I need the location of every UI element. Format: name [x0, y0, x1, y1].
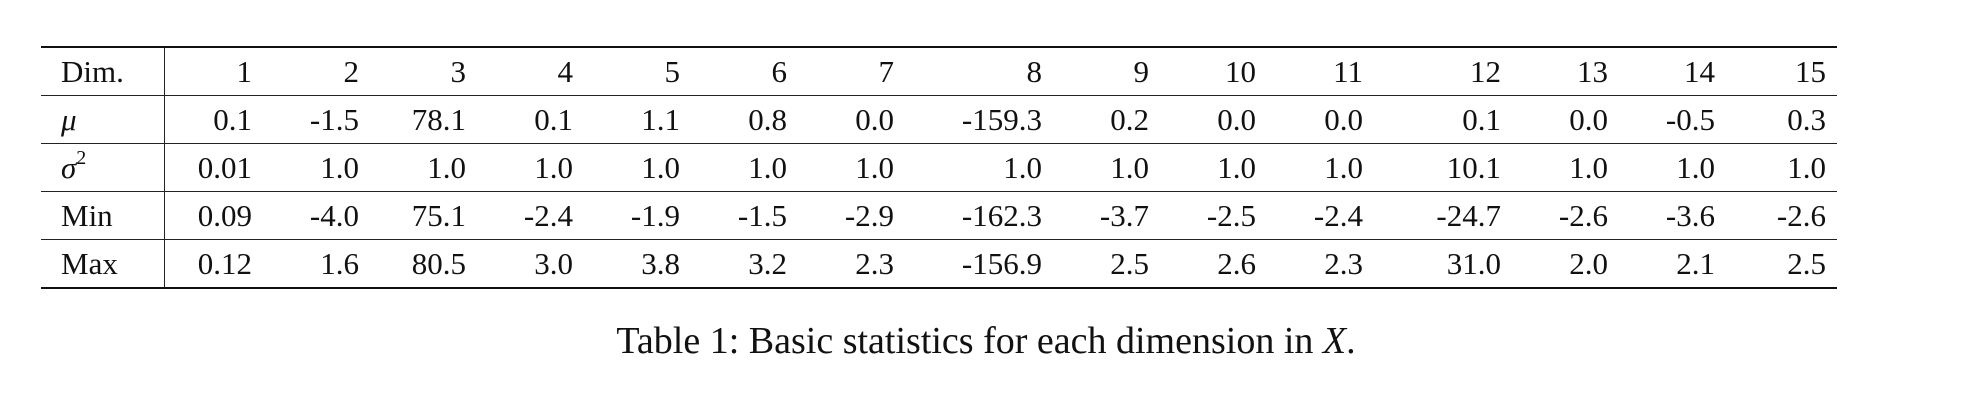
variance-cell: 1.0	[1053, 143, 1160, 192]
max-label: Max	[41, 239, 165, 289]
min-cell: -3.7	[1053, 191, 1160, 240]
variance-cell: 1.0	[691, 143, 798, 192]
mean-cell: 0.0	[1160, 95, 1267, 144]
mean-cell: -1.5	[263, 95, 370, 144]
variance-cell: 1.0	[477, 143, 584, 192]
min-cell: -2.9	[798, 191, 905, 240]
dim-cell: 10	[1160, 46, 1267, 96]
variance-cell: 1.0	[798, 143, 905, 192]
mean-cell: 0.3	[1726, 95, 1837, 144]
mean-cell: 0.0	[1267, 95, 1374, 144]
max-cell: -156.9	[905, 239, 1053, 289]
dim-cell: 3	[370, 46, 477, 96]
max-cell: 2.6	[1160, 239, 1267, 289]
min-cell: -1.9	[584, 191, 691, 240]
variance-cell: 1.0	[1619, 143, 1726, 192]
variance-cell: 1.0	[1512, 143, 1619, 192]
dim-cell: 11	[1267, 46, 1374, 96]
dim-cell: 1	[164, 46, 263, 96]
header-row: Dim. 1 2 3 4 5 6 7 8 9 10 11 12 13 14 15	[41, 46, 1837, 96]
max-row: Max 0.12 1.6 80.5 3.0 3.8 3.2 2.3 -156.9 2.5 2.6 2…	[41, 239, 1837, 289]
dim-cell: 14	[1619, 46, 1726, 96]
caption-text: Table 1: Basic statistics for each dimen…	[616, 320, 1323, 362]
caption-period: .	[1346, 320, 1356, 362]
min-cell: -2.6	[1726, 191, 1837, 240]
max-cell: 0.12	[164, 239, 263, 289]
max-cell: 2.1	[1619, 239, 1726, 289]
min-row: Min 0.09 -4.0 75.1 -2.4 -1.9 -1.5 -2.9 -162.3 -3…	[41, 191, 1837, 240]
mean-label: μ	[41, 95, 165, 144]
mean-cell: 0.2	[1053, 95, 1160, 144]
max-cell: 80.5	[370, 239, 477, 289]
variance-exponent: 2	[76, 147, 87, 169]
dim-cell: 8	[905, 46, 1053, 96]
mean-row: μ 0.1 -1.5 78.1 0.1 1.1 0.8 0.0 -159.3 0.2 0.0 0.0…	[41, 95, 1837, 144]
mean-cell: 78.1	[370, 95, 477, 144]
variance-cell: 1.0	[584, 143, 691, 192]
table-caption: Table 1: Basic statistics for each dimen…	[0, 322, 1972, 360]
dim-cell: 4	[477, 46, 584, 96]
min-label: Min	[41, 191, 165, 240]
sigma-symbol: σ	[61, 150, 77, 185]
max-cell: 2.5	[1726, 239, 1837, 289]
min-cell: -2.6	[1512, 191, 1619, 240]
mean-cell: -159.3	[905, 95, 1053, 144]
dim-cell: 2	[263, 46, 370, 96]
min-cell: -2.5	[1160, 191, 1267, 240]
dim-cell: 7	[798, 46, 905, 96]
mean-cell: -0.5	[1619, 95, 1726, 144]
variance-cell: 1.0	[263, 143, 370, 192]
statistics-table: Dim. 1 2 3 4 5 6 7 8 9 10 11 12 13 14 15 μ 0.1 -1.5 78.1…	[41, 46, 1837, 289]
max-cell: 1.6	[263, 239, 370, 289]
max-cell: 3.2	[691, 239, 798, 289]
min-cell: -2.4	[1267, 191, 1374, 240]
min-cell: 75.1	[370, 191, 477, 240]
max-cell: 2.0	[1512, 239, 1619, 289]
mean-cell: 0.1	[477, 95, 584, 144]
variance-row: σ2 0.01 1.0 1.0 1.0 1.0 1.0 1.0 1.0 1.0 1.0 1.0 10.…	[41, 143, 1837, 192]
mean-cell: 1.1	[584, 95, 691, 144]
mean-cell: 0.0	[798, 95, 905, 144]
max-cell: 3.0	[477, 239, 584, 289]
min-cell: -1.5	[691, 191, 798, 240]
variance-label: σ2	[41, 143, 165, 192]
dim-cell: 9	[1053, 46, 1160, 96]
dim-cell: 13	[1512, 46, 1619, 96]
min-cell: -24.7	[1374, 191, 1512, 240]
min-cell: -3.6	[1619, 191, 1726, 240]
min-cell: -4.0	[263, 191, 370, 240]
dim-cell: 6	[691, 46, 798, 96]
mean-cell: 0.8	[691, 95, 798, 144]
max-cell: 31.0	[1374, 239, 1512, 289]
variance-cell: 10.1	[1374, 143, 1512, 192]
max-cell: 2.5	[1053, 239, 1160, 289]
min-cell: 0.09	[164, 191, 263, 240]
variance-cell: 1.0	[370, 143, 477, 192]
variance-cell: 0.01	[164, 143, 263, 192]
dim-cell: 15	[1726, 46, 1837, 96]
variance-cell: 1.0	[1267, 143, 1374, 192]
mean-cell: 0.1	[1374, 95, 1512, 144]
mean-cell: 0.0	[1512, 95, 1619, 144]
mean-cell: 0.1	[164, 95, 263, 144]
min-cell: -2.4	[477, 191, 584, 240]
caption-variable: X	[1322, 320, 1347, 362]
variance-cell: 1.0	[905, 143, 1053, 192]
dim-header-label: Dim.	[41, 46, 165, 96]
max-cell: 2.3	[1267, 239, 1374, 289]
max-cell: 3.8	[584, 239, 691, 289]
variance-cell: 1.0	[1726, 143, 1837, 192]
max-cell: 2.3	[798, 239, 905, 289]
dim-cell: 12	[1374, 46, 1512, 96]
min-cell: -162.3	[905, 191, 1053, 240]
variance-cell: 1.0	[1160, 143, 1267, 192]
dim-cell: 5	[584, 46, 691, 96]
